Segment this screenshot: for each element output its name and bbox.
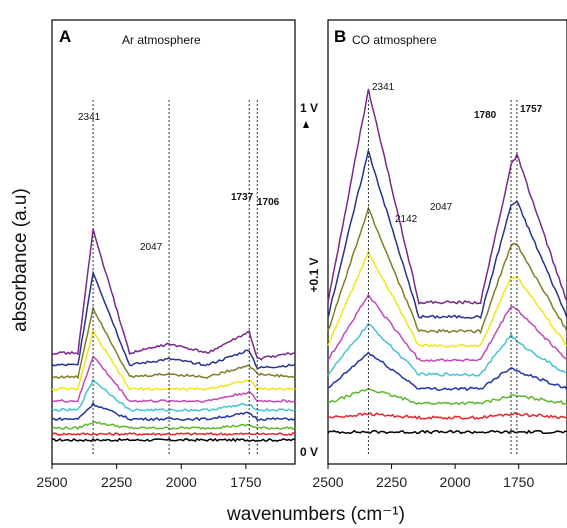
x-tick-label-b-1750: 1750 xyxy=(503,474,534,490)
panel-a-title: Ar atmosphere xyxy=(122,33,201,47)
annotation-1706-a: 1706 xyxy=(257,197,280,208)
series-line-a-6 xyxy=(51,355,296,404)
series-line-a-4 xyxy=(51,401,296,422)
x-tick-label-a-2250: 2250 xyxy=(101,474,132,490)
x-tick-label-b-2000: 2000 xyxy=(440,474,471,490)
panel-b-title: CO atmosphere xyxy=(352,33,437,47)
series-line-b-4 xyxy=(327,351,567,392)
series-line-b-6 xyxy=(327,293,567,363)
voltage-label-0v: 0 V xyxy=(300,445,318,459)
x-tick-label-a-2500: 2500 xyxy=(36,474,67,490)
x-tick-label-b-2250: 2250 xyxy=(376,474,407,490)
series-line-a-5 xyxy=(51,378,296,413)
panel-a-peak-markers xyxy=(92,100,258,455)
series-line-a-3 xyxy=(51,420,296,431)
y-axis-title: absorbance (a.u) xyxy=(10,188,31,332)
x-tick-label-a-2000: 2000 xyxy=(166,474,197,490)
series-line-b-1 xyxy=(327,429,567,435)
panel-a-ticks: 2500 2250 2000 1750 xyxy=(36,464,262,490)
annotation-1757-b: 1757 xyxy=(520,104,543,115)
panel-b-marks xyxy=(327,88,567,435)
series-line-a-1 xyxy=(51,437,296,443)
annotation-1737-a: 1737 xyxy=(231,192,254,203)
series-line-b-10 xyxy=(327,88,567,305)
annotation-1780-b: 1780 xyxy=(474,110,497,121)
annotation-2142-b: 2142 xyxy=(395,214,418,225)
annotation-2341-b: 2341 xyxy=(372,82,395,93)
x-tick-label-b-2500: 2500 xyxy=(312,474,343,490)
panel-a-frame xyxy=(51,19,296,465)
series-line-a-7 xyxy=(51,329,296,392)
series-line-a-2 xyxy=(51,431,296,437)
series-line-a-10 xyxy=(51,229,296,361)
series-line-b-7 xyxy=(327,249,567,348)
panel-a-letter: A xyxy=(59,27,71,46)
annotation-2047-a: 2047 xyxy=(140,242,163,253)
annotation-2341-a: 2341 xyxy=(78,112,101,123)
x-axis-title: wavenumbers (cm⁻¹) xyxy=(226,504,405,525)
x-tick-label-a-1750: 1750 xyxy=(230,474,261,490)
panel-b-frame xyxy=(327,19,567,465)
series-line-b-2 xyxy=(327,411,567,421)
voltage-label-plus-0-1v: +0.1 V xyxy=(307,257,321,292)
panel-a: A Ar atmosphere 2341 2047 1737 1706 2500… xyxy=(36,19,296,490)
series-line-b-3 xyxy=(327,387,567,406)
series-line-b-8 xyxy=(327,205,567,335)
panel-b: B CO atmosphere 2341 2142 2047 1780 1757… xyxy=(312,19,567,490)
series-line-a-8 xyxy=(51,305,296,380)
voltage-label-1v: 1 V xyxy=(300,101,318,115)
annotation-2047-b: 2047 xyxy=(430,202,453,213)
series-line-b-9 xyxy=(327,150,567,320)
panel-b-peak-markers xyxy=(367,100,518,455)
panel-b-letter: B xyxy=(334,27,346,46)
panel-a-marks xyxy=(51,229,296,443)
arrow-up-icon xyxy=(303,121,309,128)
series-line-a-9 xyxy=(51,270,296,370)
panel-b-ticks: 2500 2250 2000 1750 xyxy=(312,464,534,490)
